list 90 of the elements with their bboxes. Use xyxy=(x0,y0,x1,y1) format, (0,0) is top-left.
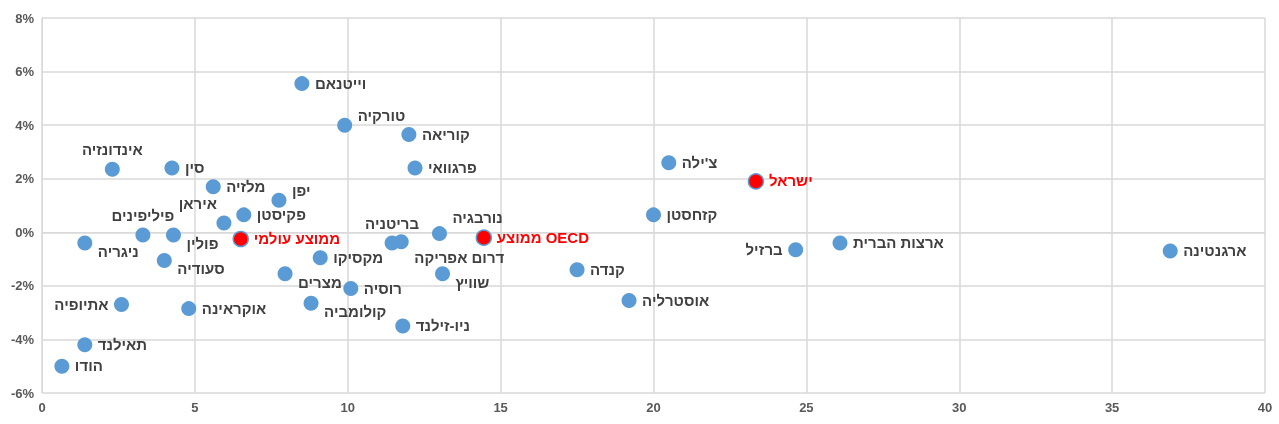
point xyxy=(54,358,70,374)
point xyxy=(435,266,451,282)
point xyxy=(232,230,249,248)
annotation: צ'ילה xyxy=(681,153,718,171)
point xyxy=(646,207,661,223)
annotation: פרגוואי xyxy=(428,159,477,176)
point xyxy=(788,242,804,258)
point xyxy=(621,293,637,309)
point xyxy=(1162,243,1178,259)
x-tick-label: 35 xyxy=(1104,400,1120,415)
annotation: רוסיה xyxy=(363,279,402,297)
point xyxy=(312,250,328,266)
annotation: יפן xyxy=(291,182,311,200)
point xyxy=(271,192,287,208)
point xyxy=(216,215,232,231)
annotation: וייטנאם xyxy=(314,74,367,92)
point xyxy=(832,235,848,251)
annotation: מלזיה xyxy=(226,177,266,195)
point xyxy=(181,301,197,317)
annotation: בריטניה xyxy=(365,215,420,232)
annotation: ניגריה xyxy=(97,243,139,260)
y-tick-label: 8% xyxy=(15,10,35,26)
annotation: סעודיה xyxy=(177,260,225,278)
x-tick-label: 5 xyxy=(191,400,199,415)
annotation: סין xyxy=(184,159,205,176)
annotation: דרום אפריקה xyxy=(414,248,505,266)
point xyxy=(236,207,252,223)
point xyxy=(165,227,181,243)
annotation: פולין xyxy=(186,234,219,252)
point xyxy=(395,318,411,334)
point xyxy=(431,226,447,242)
annotation: ברזיל xyxy=(745,240,784,258)
annotation: מצרים xyxy=(298,273,342,291)
point xyxy=(407,160,423,176)
annotation: קנדה xyxy=(590,260,625,278)
annotation: קזחסטן xyxy=(666,205,718,223)
y-tick-label: -4% xyxy=(10,331,35,347)
annotation: טורקיה xyxy=(357,107,406,125)
annotation: פיליפינים xyxy=(111,206,175,224)
point xyxy=(569,262,585,278)
annotation: אוקראינה xyxy=(201,299,267,317)
annotation: מקסיקו xyxy=(333,248,384,266)
annotation: ממוצע OECD xyxy=(496,228,590,246)
annotation: תאילנד xyxy=(97,335,148,353)
point xyxy=(156,252,172,268)
y-tick-label: 0% xyxy=(15,224,35,240)
point xyxy=(277,266,293,282)
point xyxy=(393,234,409,250)
point xyxy=(343,281,359,297)
x-tick-label: 15 xyxy=(493,400,508,415)
point xyxy=(205,179,221,195)
point xyxy=(475,229,493,246)
x-tick-label: 0 xyxy=(38,400,46,415)
point xyxy=(104,161,120,177)
point xyxy=(135,227,151,243)
point xyxy=(303,295,319,311)
annotation: נורבגיה xyxy=(452,208,503,226)
x-tick-label: 40 xyxy=(1257,400,1273,415)
annotation: הודו xyxy=(74,357,103,375)
annotation: קולומביה xyxy=(324,303,387,321)
point xyxy=(77,235,93,251)
point xyxy=(337,117,353,133)
point xyxy=(401,127,417,143)
annotation: אוסטרליה xyxy=(642,291,710,309)
x-tick-label: 30 xyxy=(952,400,967,415)
annotation: איראן xyxy=(178,194,217,212)
y-tick-label: -6% xyxy=(10,385,35,401)
point xyxy=(661,155,677,171)
x-tick-label: 10 xyxy=(340,400,355,415)
annotation: שוויץ xyxy=(455,273,490,291)
annotation: פקיסטן xyxy=(256,205,306,223)
point xyxy=(164,160,180,176)
point xyxy=(294,76,310,92)
y-tick-label: 2% xyxy=(15,171,35,187)
point xyxy=(114,297,129,313)
y-tick-label: 6% xyxy=(15,64,35,80)
point xyxy=(77,337,93,353)
annotation: אתיופיה xyxy=(54,295,109,313)
annotation: ארצות הברית xyxy=(853,234,944,251)
point xyxy=(747,173,765,190)
annotation: קוריאה xyxy=(421,125,470,143)
annotation: ישראל xyxy=(768,172,813,190)
annotation: ארגנטינה xyxy=(1183,242,1247,260)
annotation: ניו-זילנד xyxy=(415,317,471,335)
annotation: אינדונזיה xyxy=(81,141,143,159)
y-tick-label: -2% xyxy=(10,278,35,294)
x-tick-label: 25 xyxy=(799,400,814,415)
x-tick-label: 20 xyxy=(646,400,661,415)
y-tick-label: 4% xyxy=(15,117,35,133)
annotation: ממוצע עולמי xyxy=(253,229,341,247)
